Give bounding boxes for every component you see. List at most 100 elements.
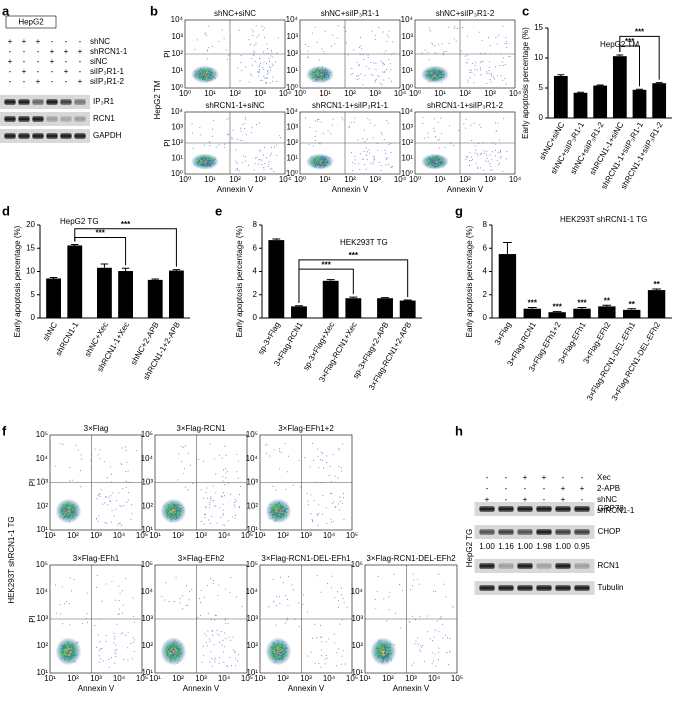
y-tick-label: 10⁰	[286, 169, 298, 178]
band	[555, 506, 571, 512]
error-bar	[616, 54, 624, 57]
density-core	[55, 498, 82, 524]
sign: +	[64, 67, 69, 76]
x-tick-label: 10²	[229, 89, 241, 98]
error-bar	[121, 267, 130, 272]
x-tick-label: 10³	[369, 89, 381, 98]
blot-strip	[0, 112, 90, 126]
x-axis-label: Annexin V	[78, 684, 115, 693]
band	[4, 99, 16, 105]
error-bar	[577, 307, 587, 309]
y-axis-label: Early apoptosis percentage (%)	[465, 225, 474, 337]
y-tick-label: 10⁴	[401, 107, 414, 116]
sign: -	[581, 495, 584, 504]
sample-title: 3×Flag-RCN1	[176, 424, 226, 433]
significance-bracket	[298, 259, 409, 303]
y-tick-label: 10²	[286, 49, 298, 58]
sign: +	[8, 57, 13, 66]
band-label: Tubulin	[598, 583, 624, 592]
blot-strip	[474, 559, 595, 573]
x-tick-label: 10¹	[254, 674, 266, 683]
bar	[147, 279, 163, 318]
y-tick-label: 10⁰	[171, 169, 183, 178]
sign: +	[50, 47, 55, 56]
sign: +	[8, 37, 13, 46]
sample-title: shNC+siNC	[214, 9, 256, 18]
y-tick-label: 0	[539, 113, 544, 122]
bar	[523, 308, 541, 318]
x-tick-label: 10⁴	[509, 89, 522, 98]
sign: +	[523, 495, 528, 504]
x-tick-label: 10¹	[149, 674, 161, 683]
x-tick-label: 10¹	[204, 175, 216, 184]
y-tick-label: 10³	[286, 123, 298, 132]
y-tick-label: 6	[253, 243, 258, 252]
significance-bracket	[619, 35, 660, 80]
y-tick-label: 10⁵	[36, 430, 48, 439]
error-bar	[527, 307, 537, 309]
sign: -	[37, 57, 40, 66]
row-label: HepG2 TM	[153, 80, 162, 119]
x-tick-label: 10⁴	[279, 175, 292, 184]
x-tick-label: 10¹	[434, 89, 446, 98]
panel-letter: f	[2, 423, 7, 438]
bar	[548, 312, 566, 318]
bar	[623, 309, 641, 318]
condition-label: 2-APB	[597, 484, 620, 493]
x-tick-label: 10³	[90, 674, 102, 683]
x-tick-label: 10⁴	[323, 674, 336, 683]
quantification: 1.98	[536, 542, 552, 551]
sign: +	[78, 47, 83, 56]
band-label: GRP78	[598, 504, 625, 513]
error-bar	[652, 288, 661, 291]
x-tick-label: 10²	[277, 531, 289, 540]
y-tick-label: 10²	[401, 49, 413, 58]
x-tick-label: 10²	[67, 531, 79, 540]
band	[517, 563, 533, 569]
sign: +	[64, 47, 69, 56]
x-tick-label: 10³	[254, 175, 266, 184]
sign: -	[486, 473, 489, 482]
y-tick-label: 10³	[171, 32, 183, 41]
x-axis-label: Annexin V	[393, 684, 430, 693]
sample-title: shNC+siIP₃R1-2	[436, 9, 495, 18]
y-tick-label: 8	[483, 220, 488, 229]
cell-line-title: HepG2	[18, 18, 44, 27]
band	[498, 506, 514, 512]
y-tick-label: 10³	[351, 614, 363, 623]
sample-title: 3×Flag-EFh1+2	[278, 424, 334, 433]
y-tick-label: 10¹	[286, 66, 298, 75]
y-tick-label: 10¹	[141, 668, 153, 677]
x-tick-label: 10⁴	[218, 674, 231, 683]
band	[479, 585, 495, 591]
condition-label: siNC	[90, 57, 108, 66]
y-tick-label: 6	[483, 243, 488, 252]
y-tick-label: 10³	[171, 123, 183, 132]
x-tick-label: 10¹	[44, 531, 56, 540]
sign: -	[9, 67, 12, 76]
y-tick-label: 10⁰	[286, 83, 298, 92]
x-axis-label: Annexin V	[447, 185, 484, 194]
x-tick-label: 10¹	[44, 674, 56, 683]
cell-line-box	[5, 15, 57, 29]
x-tick-label: 10²	[277, 674, 289, 683]
bar	[573, 92, 588, 118]
sign: +	[561, 484, 566, 493]
bar	[647, 290, 666, 318]
x-tick-label: 10⁵	[136, 531, 148, 540]
x-tick-label: 3×Flag-RCN1+2-APB	[367, 321, 413, 392]
band	[60, 133, 72, 139]
events	[374, 573, 454, 667]
band	[536, 506, 552, 512]
x-tick-label: 10³	[195, 531, 207, 540]
x-tick-label: 10⁵	[346, 674, 358, 683]
x-tick-label: 10³	[90, 531, 102, 540]
significance: ***	[635, 28, 645, 37]
y-tick-label: 10¹	[246, 525, 258, 534]
band-label: GAPDH	[93, 131, 122, 140]
x-tick-label: 10⁵	[241, 531, 253, 540]
panel-letter: h	[455, 423, 463, 438]
y-tick-label: 10⁴	[171, 107, 184, 116]
x-tick-label: 10⁴	[113, 674, 126, 683]
x-tick-label: 3×Flag-RCN1-DEL-EFh1	[585, 320, 638, 402]
